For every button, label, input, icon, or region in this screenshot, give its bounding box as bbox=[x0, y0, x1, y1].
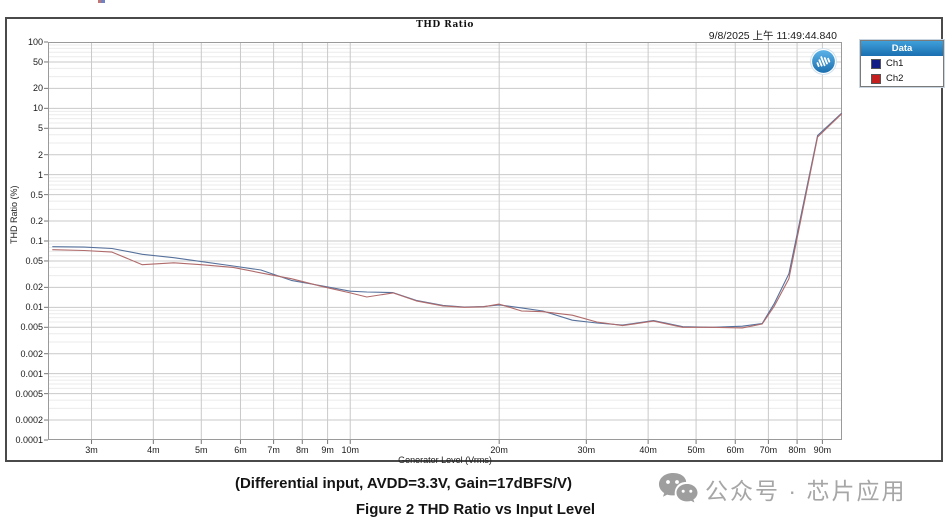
y-tick-label: 0.5 bbox=[30, 189, 43, 200]
ap-logo-icon bbox=[810, 48, 837, 75]
watermark-text: 公众号 · 芯片应用 bbox=[705, 478, 907, 504]
y-tick-label: 5 bbox=[37, 123, 43, 134]
x-tick-label: 6m bbox=[234, 445, 247, 455]
timestamp: 9/8/2025 上午 11:49:44.840 bbox=[708, 30, 837, 42]
y-tick-label: 50 bbox=[32, 56, 43, 67]
y-tick-label: 2 bbox=[37, 149, 43, 160]
y-tick-label: 0.0005 bbox=[15, 388, 43, 399]
ch2-trace bbox=[52, 113, 843, 329]
y-tick-label: 20 bbox=[32, 83, 43, 94]
x-tick-label: 7m bbox=[267, 445, 280, 455]
x-axis-title: Generator Level (Vrms) bbox=[398, 455, 492, 465]
plot-canvas bbox=[44, 41, 843, 444]
legend-item-ch1[interactable]: Ch1 bbox=[861, 56, 943, 71]
y-tick-label: 0.01 bbox=[25, 302, 43, 313]
x-tick-label: 10m bbox=[341, 445, 359, 455]
x-tick-label: 5m bbox=[195, 445, 208, 455]
plot-area: 100 50 20 10 5 2 1 0.5 0.2 0.1 0.05 0.02 0.01 0.005 0.… bbox=[15, 37, 843, 455]
y-tick-label: 100 bbox=[27, 37, 43, 47]
chart-title: THD Ratio bbox=[416, 20, 474, 30]
y-tick-label: 0.0001 bbox=[15, 435, 43, 445]
x-tick-label: 50m bbox=[687, 445, 705, 455]
ch1-color-swatch bbox=[871, 58, 881, 69]
x-tick-label: 60m bbox=[726, 445, 745, 455]
y-tick-label: 0.02 bbox=[25, 282, 43, 293]
legend-item-ch2[interactable]: Ch2 bbox=[861, 71, 943, 86]
chart-panel: THD Ratio 9/8/2025 上午 11:49:44.840 THD R… bbox=[5, 17, 943, 465]
caption-conditions: (Differential input, AVDD=3.3V, Gain=17d… bbox=[234, 475, 573, 492]
x-tick-label: 3m bbox=[85, 445, 98, 455]
x-tick-label: 40m bbox=[639, 445, 657, 455]
x-tick-label: 70m bbox=[759, 445, 778, 455]
ch2-label: Ch2 bbox=[886, 73, 904, 84]
x-tick-label: 4m bbox=[147, 445, 160, 455]
ch2-color-swatch bbox=[871, 73, 881, 84]
crop-artifact bbox=[98, 0, 105, 3]
x-tick-label: 9m bbox=[321, 445, 334, 455]
wechat-icon bbox=[658, 472, 698, 506]
legend-header: Data bbox=[861, 41, 943, 56]
y-tick-label: 0.1 bbox=[30, 236, 43, 246]
x-tick-label: 20m bbox=[490, 445, 508, 455]
x-tick-label: 30m bbox=[577, 445, 596, 455]
ch1-label: Ch1 bbox=[886, 58, 904, 69]
wechat-watermark: 公众号 · 芯片应用 bbox=[658, 472, 906, 506]
x-tick-label: 8m bbox=[296, 445, 309, 455]
x-tick-label: 80m bbox=[788, 445, 806, 455]
legend: Data Ch1 Ch2 bbox=[860, 40, 944, 87]
y-tick-label: 0.002 bbox=[20, 348, 43, 359]
y-tick-label: 1 bbox=[37, 169, 43, 180]
y-tick-label: 0.005 bbox=[20, 322, 43, 333]
caption-figure-title: Figure 2 THD Ratio vs Input Level bbox=[355, 501, 596, 518]
ch1-trace bbox=[52, 112, 843, 328]
x-tick-label: 90m bbox=[813, 445, 832, 455]
plot-border bbox=[48, 42, 842, 440]
y-tick-label: 0.2 bbox=[30, 216, 43, 227]
y-tick-label: 0.05 bbox=[25, 255, 43, 266]
y-tick-label: 0.0002 bbox=[15, 415, 43, 426]
y-tick-label: 10 bbox=[32, 103, 43, 114]
y-tick-label: 0.001 bbox=[20, 368, 43, 379]
